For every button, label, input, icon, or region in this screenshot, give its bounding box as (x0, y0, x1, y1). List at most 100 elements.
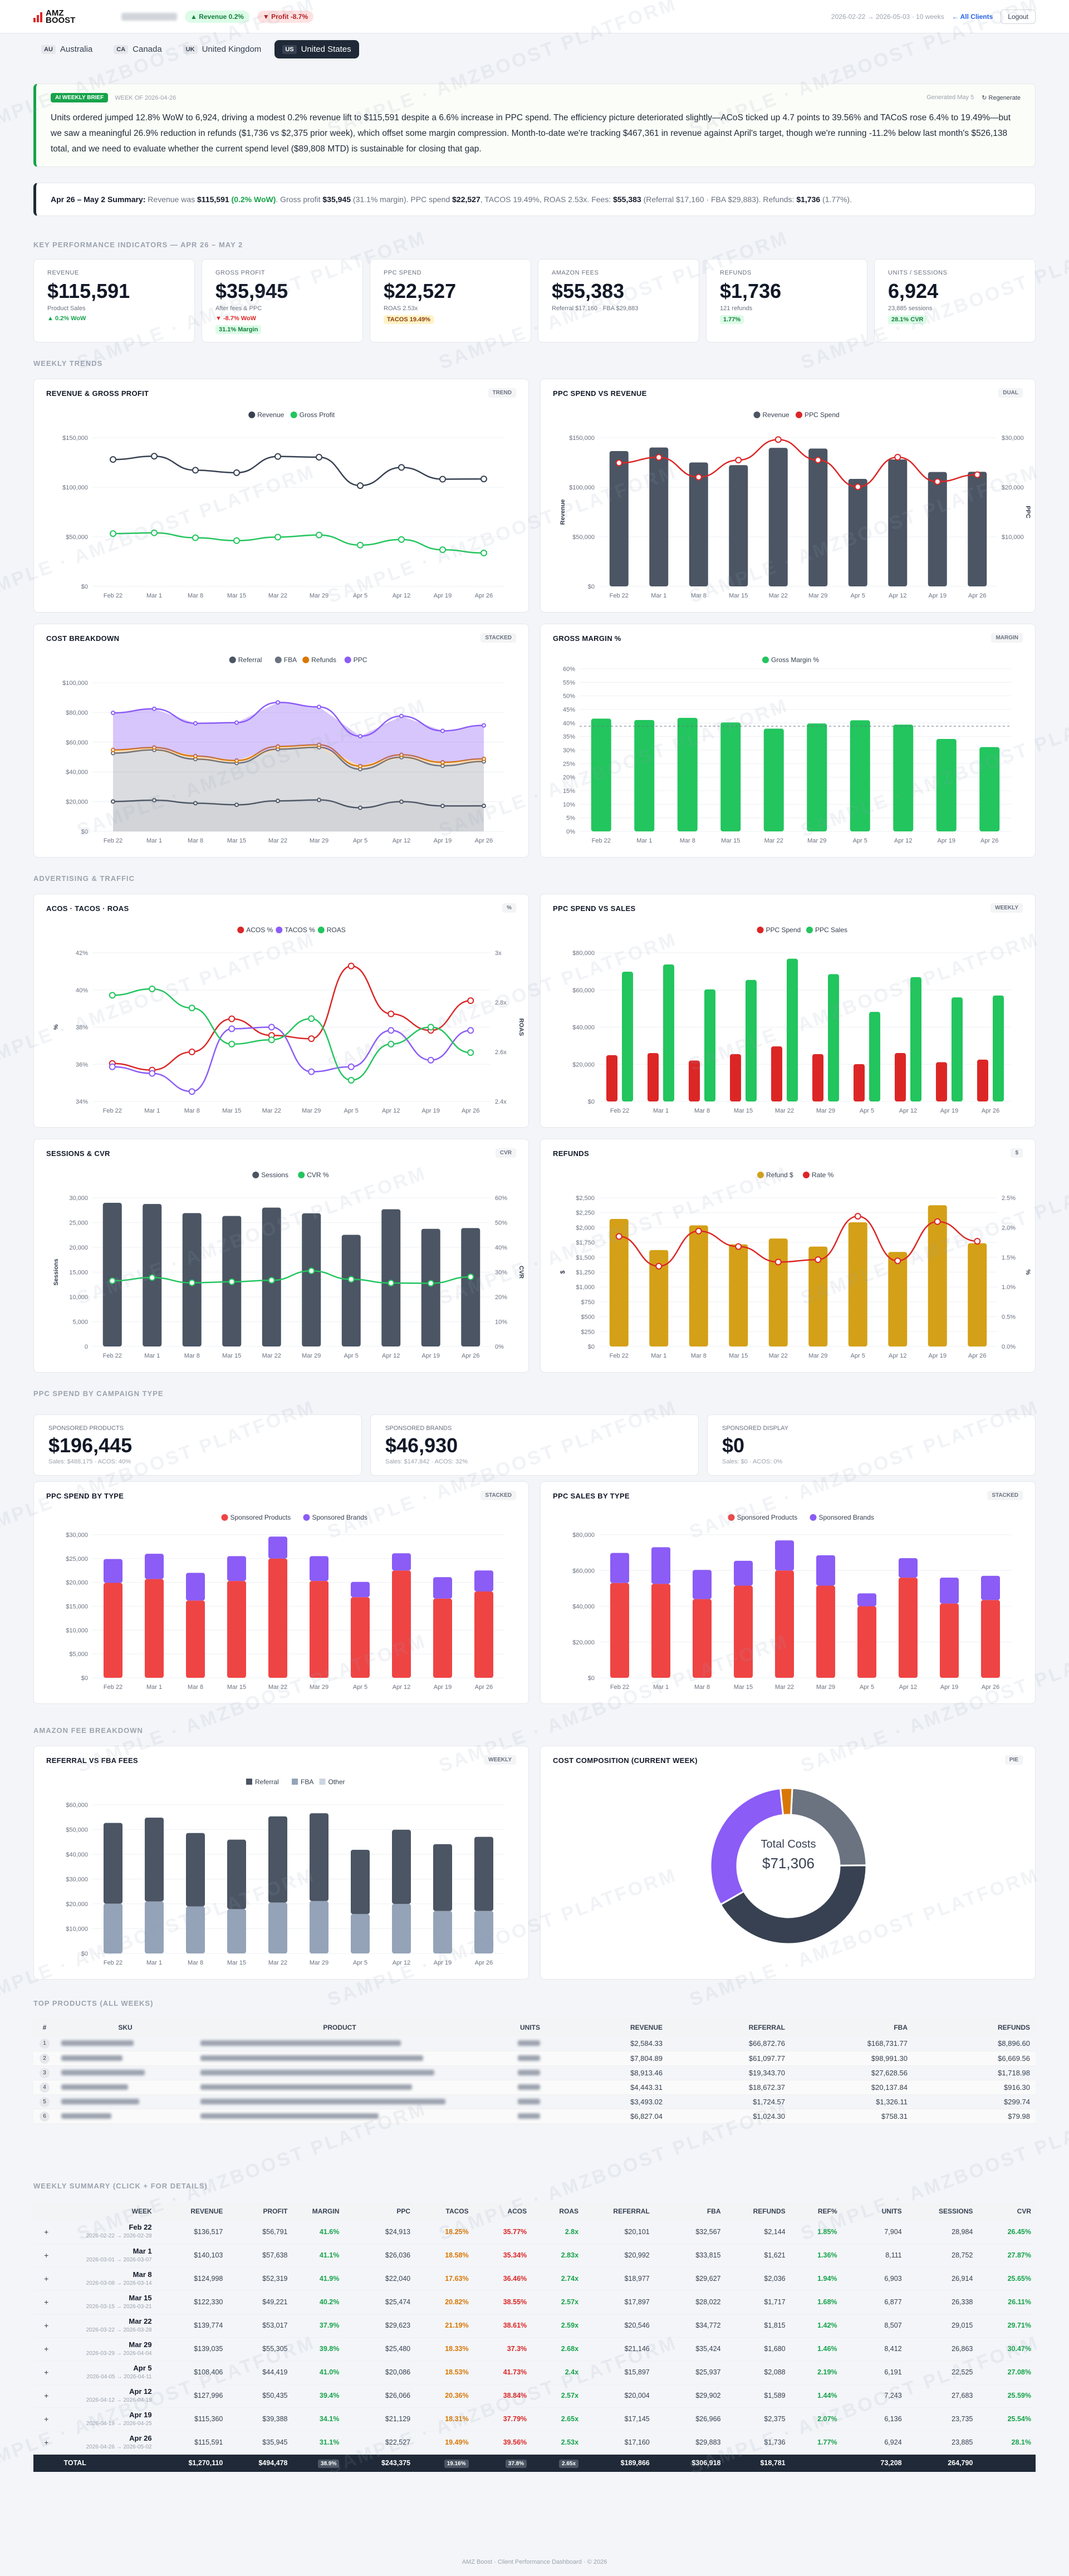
revenue-point[interactable] (151, 453, 158, 460)
cvr-point[interactable] (427, 1280, 434, 1287)
ppc-slice[interactable] (709, 1787, 784, 1906)
sessions-bar[interactable] (302, 1213, 321, 1346)
ppc-sales-bar[interactable] (910, 977, 921, 1101)
regenerate-button[interactable]: ↻ Regenerate (982, 95, 1021, 101)
revenue-point[interactable] (316, 453, 322, 461)
ppc-sales-bar[interactable] (787, 958, 798, 1101)
revenue-point[interactable] (192, 467, 199, 474)
fba-fee-bar[interactable] (227, 1909, 246, 1953)
refund-rate-point[interactable] (735, 1243, 742, 1250)
ppc-point[interactable] (399, 713, 404, 718)
fba-fee-bar[interactable] (474, 1911, 493, 1953)
legend-item[interactable]: Sessions (252, 1171, 288, 1179)
ppc-point[interactable] (482, 723, 486, 728)
sp-spend-bar[interactable] (227, 1581, 246, 1678)
ppc-point[interactable] (440, 728, 445, 733)
legend-item[interactable]: PPC Sales (806, 926, 847, 934)
table-row[interactable]: + Mar 22 2026-03-22 → 2026-03-28 $139,774 $5… (33, 2314, 1036, 2338)
refund-bar[interactable] (888, 1252, 908, 1346)
referral-fee-bar[interactable] (351, 1849, 370, 1914)
table-row[interactable]: + Mar 8 2026-03-08 → 2026-03-14 $124,998 $52… (33, 2267, 1036, 2291)
sb-sales-bar[interactable] (940, 1578, 959, 1604)
refund-bar[interactable] (808, 1246, 828, 1346)
sp-spend-bar[interactable] (351, 1597, 370, 1678)
sessions-bar[interactable] (421, 1228, 440, 1346)
ppc-point[interactable] (358, 734, 362, 739)
gross-profit-point[interactable] (192, 534, 199, 541)
sp-spend-bar[interactable] (104, 1583, 122, 1678)
referral-point[interactable] (399, 799, 404, 804)
sb-sales-bar[interactable] (610, 1553, 629, 1583)
referral-point[interactable] (276, 799, 280, 804)
ppc-point[interactable] (111, 711, 115, 716)
column-header[interactable]: SESSIONS (906, 2202, 978, 2220)
referral-point[interactable] (440, 804, 445, 809)
gross-margin-bar[interactable] (677, 718, 698, 831)
revenue-point[interactable] (233, 469, 240, 476)
fba-fee-bar[interactable] (433, 1911, 452, 1953)
tacos-point[interactable] (467, 1027, 474, 1034)
fba-fee-bar[interactable] (392, 1903, 411, 1953)
sp-spend-bar[interactable] (433, 1598, 452, 1678)
ppc-spend-bar[interactable] (606, 1055, 617, 1101)
refund-rate-point[interactable] (655, 1262, 663, 1270)
sb-spend-bar[interactable] (392, 1553, 411, 1571)
acos-point[interactable] (308, 1035, 315, 1042)
column-header[interactable]: REVENUE (546, 2019, 668, 2036)
table-row[interactable]: + Mar 15 2026-03-15 → 2026-03-21 $122,330 $4… (33, 2290, 1036, 2314)
refund-bar[interactable] (968, 1243, 987, 1346)
cvr-point[interactable] (268, 1277, 275, 1284)
acos-point[interactable] (347, 962, 355, 969)
cvr-point[interactable] (188, 1279, 195, 1286)
gross-margin-bar[interactable] (807, 723, 827, 831)
referral-point[interactable] (152, 797, 156, 802)
legend-item[interactable]: Gross Profit (290, 411, 335, 419)
gross-margin-bar[interactable] (936, 739, 957, 831)
sp-sales-bar[interactable] (775, 1570, 794, 1678)
refund-bar[interactable] (649, 1250, 669, 1346)
tacos-point[interactable] (268, 1023, 275, 1031)
market-tab-uk[interactable]: UK United Kingdom (175, 40, 269, 58)
refund-bar[interactable] (768, 1238, 788, 1346)
tacos-point[interactable] (188, 1088, 195, 1095)
market-tab-us[interactable]: US United States (274, 40, 359, 58)
legend-item[interactable]: PPC Spend (757, 926, 801, 934)
market-tab-ca[interactable]: CA Canada (106, 40, 169, 58)
tacos-point[interactable] (308, 1068, 315, 1075)
refunds-point[interactable] (440, 760, 445, 765)
ppc-spend-point[interactable] (934, 478, 941, 485)
refund-rate-point[interactable] (894, 1257, 901, 1265)
legend-item[interactable]: Sponsored Brands (303, 1514, 367, 1521)
ppc-point[interactable] (234, 720, 239, 725)
table-row[interactable]: + Mar 29 2026-03-29 → 2026-04-04 $139,035 $5… (33, 2337, 1036, 2361)
gross-margin-bar[interactable] (634, 719, 655, 831)
referral-fee-bar[interactable] (392, 1829, 411, 1904)
refunds-point[interactable] (399, 752, 404, 757)
refunds-point[interactable] (234, 758, 239, 763)
market-tab-au[interactable]: AU Australia (33, 40, 100, 58)
roas-point[interactable] (388, 1041, 395, 1048)
ppc-spend-bar[interactable] (771, 1046, 782, 1101)
all-clients-link[interactable]: ← All Clients (952, 12, 993, 21)
legend-item[interactable]: ROAS (317, 926, 346, 934)
ppc-sales-bar[interactable] (622, 972, 633, 1101)
table-row[interactable]: + Feb 22 2026-02-22 → 2026-02-28 $136,517 $5… (33, 2220, 1036, 2244)
sb-spend-bar[interactable] (145, 1554, 164, 1579)
sp-sales-bar[interactable] (981, 1600, 1000, 1678)
sb-sales-bar[interactable] (816, 1555, 835, 1586)
revenue-point[interactable] (480, 476, 487, 483)
roas-point[interactable] (149, 985, 156, 992)
cvr-point[interactable] (149, 1274, 156, 1281)
expand-plus-icon[interactable]: + (33, 2384, 60, 2408)
revenue-bar[interactable] (888, 459, 908, 586)
acos-point[interactable] (388, 1010, 395, 1017)
revenue-point[interactable] (439, 476, 446, 483)
legend-item[interactable]: CVR % (298, 1171, 329, 1179)
column-header[interactable]: UNITS (841, 2202, 906, 2220)
sp-spend-bar[interactable] (474, 1591, 493, 1678)
expand-plus-icon[interactable]: + (33, 2360, 60, 2384)
legend-item[interactable]: Sponsored Brands (810, 1514, 874, 1521)
revenue-bar[interactable] (689, 462, 708, 586)
table-row[interactable]: + Apr 12 2026-04-12 → 2026-04-18 $127,996 $5… (33, 2384, 1036, 2408)
legend-item[interactable]: PPC Spend (796, 411, 840, 419)
